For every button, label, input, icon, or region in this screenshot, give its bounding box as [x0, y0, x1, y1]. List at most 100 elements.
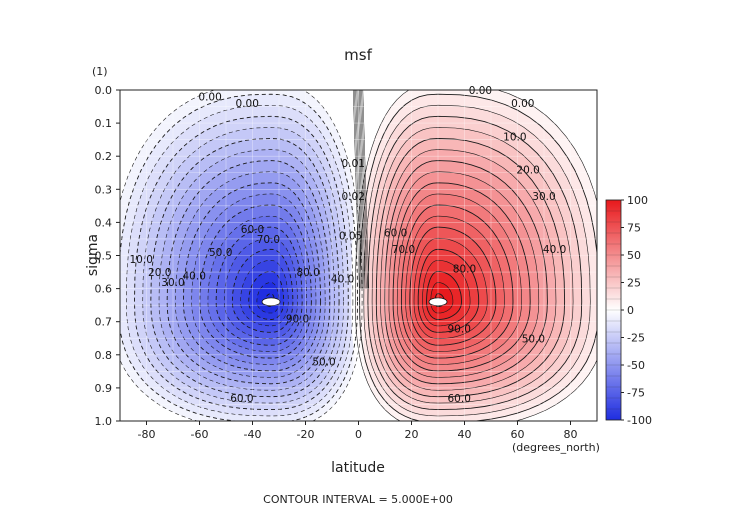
x-tick-label: -20: [297, 428, 315, 441]
plot-area: 0.000.000.000.0010.020.030.040.050.060.0…: [119, 85, 598, 422]
contour-label: 10.0: [130, 254, 153, 266]
colorbar: 100 75 50 25 0 -25 -50 -75 -100: [605, 194, 652, 427]
contour-label: 0.00: [198, 92, 221, 104]
contour-labels: 0.000.000.000.0010.020.030.040.050.060.0…: [130, 85, 567, 405]
y-tick-label: 0.3: [95, 183, 113, 196]
contour-label: 50.0: [209, 247, 232, 259]
contour-label: 50.0: [312, 356, 335, 368]
contour-label: 0.00: [469, 85, 492, 97]
y-axis: 0.0 0.1 0.2 0.3 0.4 0.5 0.6 0.7 0.8 0.9 1.0: [95, 84, 120, 428]
contour-label: 0.00: [511, 98, 534, 110]
grid: [120, 90, 597, 421]
colorbar-tick-label: 50: [627, 249, 641, 262]
contour-line-2-3: [363, 104, 591, 417]
y-tick-label: 0.5: [95, 250, 113, 263]
contour-label: 60.0: [448, 393, 471, 405]
x-tick-label: -80: [138, 428, 156, 441]
contour-line-1-19: [256, 282, 280, 314]
x-tick-label: -60: [191, 428, 209, 441]
contour-line-2-13: [405, 215, 505, 352]
contour-line-2-10: [392, 182, 531, 372]
contour-label: 40.0: [183, 270, 206, 282]
contour-line-1-8: [166, 160, 331, 385]
y-tick-label: 0.1: [95, 117, 113, 130]
colorbar-tick-label: 0: [627, 304, 634, 317]
x-tick-label: 20: [405, 428, 419, 441]
contour-label: 70.0: [257, 234, 280, 246]
colorbar-tick-label: 100: [627, 194, 648, 207]
cell-core-1: [261, 297, 281, 307]
y-tick-label: 0.7: [95, 316, 113, 329]
contour-line-2-16: [417, 248, 480, 333]
contour-line-1-11: [191, 193, 317, 365]
contour-label: 20.0: [516, 164, 539, 176]
contour-label: 60.0: [241, 224, 264, 236]
contour-line-2-18: [426, 271, 462, 320]
contour-label: 20.0: [148, 267, 171, 279]
contour-label: 10.0: [503, 131, 526, 143]
colorbar-tick-label: -75: [627, 387, 645, 400]
contour-line-1-16: [231, 248, 294, 333]
contour-line-1-5: [142, 127, 345, 404]
contour-label: 90.0: [286, 313, 309, 325]
colorbar-tick-label: 75: [627, 222, 641, 235]
contour-lines: [120, 90, 597, 421]
x-axis-label: latitude: [331, 460, 385, 476]
colorbar-tick-label: -50: [627, 359, 645, 372]
contour-line-2-9: [388, 171, 540, 378]
colorbar-tick-label: -25: [627, 332, 645, 345]
y-tick-label: 0.6: [95, 283, 113, 296]
contour-line-2-7: [380, 149, 557, 391]
contour-label: 50.0: [522, 333, 545, 345]
contour-line-1-9: [174, 171, 326, 378]
contour-label: 40.0: [543, 244, 566, 256]
y-tick-label: 0.2: [95, 150, 113, 163]
contour-line-2-5: [371, 127, 574, 404]
contour-line-1-6: [150, 138, 340, 398]
contour-line-1-18: [248, 271, 285, 320]
contour-line-2-2: [359, 93, 597, 421]
contour-line-2-4: [367, 115, 583, 411]
contour-label: 60.0: [230, 393, 253, 405]
contour-label: 90.0: [448, 323, 471, 335]
contour-line-2-15: [413, 237, 488, 340]
contour-line-2-11: [396, 193, 522, 365]
contour-label: 80.0: [296, 267, 319, 279]
y-tick-label: 1.0: [95, 415, 113, 428]
chart-title: msf: [344, 46, 372, 64]
contour-line-1-2: [120, 93, 358, 421]
y-tick-label: 0.9: [95, 382, 113, 395]
contour-line-1-1: [120, 90, 363, 421]
contour-line-1-3: [125, 104, 354, 417]
contour-interval-footer: CONTOUR INTERVAL = 5.000E+00: [263, 493, 453, 506]
contour-label: 60.0: [384, 227, 407, 239]
y-tick-label: 0.8: [95, 349, 113, 362]
contour-line-1-17: [240, 260, 289, 327]
contour-label: 30.0: [532, 191, 555, 203]
contour-line-1-15: [223, 237, 298, 340]
contour-label: 0.05: [339, 231, 362, 243]
y-axis-label: sigma: [85, 234, 101, 276]
x-units-label: (degrees_north): [512, 441, 600, 454]
x-tick-label: 40: [458, 428, 472, 441]
contour-label: 40.0: [331, 274, 354, 286]
contour-label: 0.00: [236, 98, 259, 110]
contour-line-2-17: [421, 260, 471, 327]
contour-line-1-4: [134, 115, 349, 411]
colorbar-tick-label: -100: [627, 414, 652, 427]
contour-label: 0.01: [342, 158, 365, 170]
colorbar-tick-label: 25: [627, 277, 641, 290]
y-tick-label: 0.0: [95, 84, 113, 97]
contour-line-2-6: [375, 138, 566, 398]
contour-line-1-14: [215, 226, 303, 346]
contour-line-2-1: [355, 90, 597, 421]
contour-line-2-14: [409, 226, 497, 346]
y-units-label: (1): [92, 65, 108, 78]
contour-label: 30.0: [161, 277, 184, 289]
contour-line-2-12: [400, 204, 514, 359]
x-tick-label: 80: [564, 428, 578, 441]
y-tick-label: 0.4: [95, 216, 113, 229]
contour-label: 0.02: [342, 191, 365, 203]
x-tick-label: -40: [244, 428, 262, 441]
